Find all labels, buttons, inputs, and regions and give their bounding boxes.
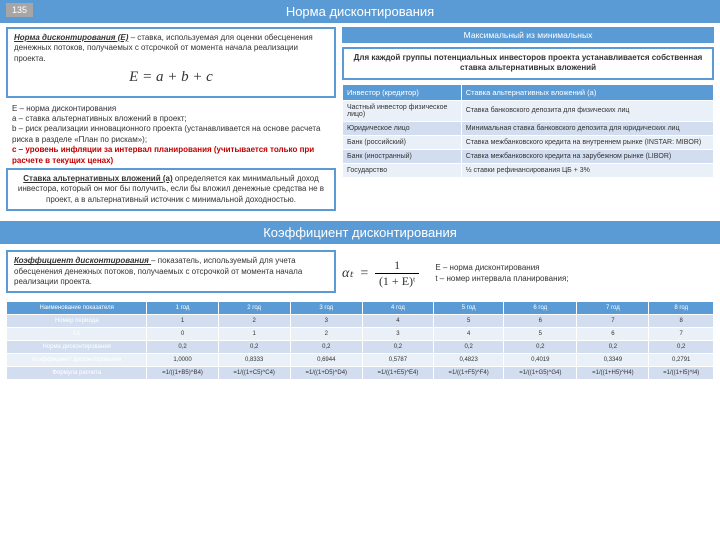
table-cell: 5 (434, 315, 504, 328)
table-header: 3 год (290, 302, 362, 315)
table-cell: 0,2 (649, 341, 714, 354)
title-1: Норма дисконтирования (286, 4, 434, 19)
table-cell: =1/((1+C5)^C4) (218, 367, 290, 380)
formula-1: E = a + b + c (14, 68, 328, 88)
coef-table: Наименование показателя1 год2 год3 год4 … (6, 301, 714, 380)
table-cell: 0,2 (577, 341, 649, 354)
band-text: Для каждой группы потенциальных инвестор… (342, 47, 714, 80)
table-cell: =1/((1+E5)^E4) (362, 367, 433, 380)
table-cell: 6 (577, 328, 649, 341)
table-cell: Юридическое лицо (343, 121, 462, 135)
table-header: 4 год (362, 302, 433, 315)
legend2-t: t – номер интервала планирования; (435, 274, 568, 284)
table-cell: 7 (577, 315, 649, 328)
table-cell: 0,8333 (218, 354, 290, 367)
table-cell: 0,2 (290, 341, 362, 354)
title-bar: 135 Норма дисконтирования (0, 0, 720, 23)
table-cell: 0,2791 (649, 354, 714, 367)
table-cell: 1 (218, 328, 290, 341)
table-cell: 0,2 (362, 341, 433, 354)
legend-b: b – риск реализации инновационного проек… (12, 124, 330, 145)
table-cell: Ставка банковского депозита для физическ… (461, 100, 713, 121)
f2-eq: = (359, 266, 368, 282)
table-header: 2 год (218, 302, 290, 315)
table-cell: Банк (иностранный) (343, 149, 462, 163)
table-header: Наименование показателя (7, 302, 147, 315)
table-cell: t-1 (7, 328, 147, 341)
definition-box-1: Норма дисконтирования (E) – ставка, испо… (6, 27, 336, 98)
alt-box: Ставка альтернативных вложений (a) опред… (6, 168, 336, 211)
legend-e: Е – норма дисконтирования (12, 104, 330, 114)
def1-lead: Норма дисконтирования (E) (14, 33, 128, 42)
table-cell: 8 (649, 315, 714, 328)
table-header: 6 год (504, 302, 577, 315)
table-cell: Ставка межбанковского кредита на зарубеж… (461, 149, 713, 163)
table-cell: 0,5787 (362, 354, 433, 367)
table-cell: 0,4823 (434, 354, 504, 367)
table-header: 8 год (649, 302, 714, 315)
table-cell: 2 (218, 315, 290, 328)
alt-lead: Ставка альтернативных вложений (a) (23, 174, 172, 183)
def2-lead: Коэффициент дисконтирования (14, 256, 151, 265)
legend-1: Е – норма дисконтирования a – ставка аль… (6, 102, 336, 168)
table-cell: 3 (290, 315, 362, 328)
table-cell: =1/((1+F5)^F4) (434, 367, 504, 380)
t1-h2: Ставка альтернативных вложений (a) (461, 84, 713, 100)
f2-den: (1 + E)ᵗ (375, 274, 419, 289)
table-cell: Номер периода (7, 315, 147, 328)
table-cell: ½ ставки рефинансирования ЦБ + 3% (461, 163, 713, 177)
table-cell: 7 (649, 328, 714, 341)
table-cell: Ставка межбанковского кредита на внутрен… (461, 135, 713, 149)
table-cell: =1/((1+H5)^H4) (577, 367, 649, 380)
table-cell: Норма дисконтирования (7, 341, 147, 354)
table-header: 7 год (577, 302, 649, 315)
table-cell: =1/((1+G5)^G4) (504, 367, 577, 380)
table-cell: 4 (434, 328, 504, 341)
legend2-e: Е – норма дисконтирования (435, 263, 568, 273)
formula-2: αₜ = 1(1 + E)ᵗ (342, 258, 419, 289)
f2-alpha: αₜ (342, 265, 353, 282)
table-cell: 2 (290, 328, 362, 341)
table-cell: =1/((1+B5)^B4) (147, 367, 218, 380)
table-cell: Формула расчета (7, 367, 147, 380)
table-cell: =1/((1+D5)^D4) (290, 367, 362, 380)
legend-a: a – ставка альтернативных вложений в про… (12, 114, 330, 124)
table-cell: 4 (362, 315, 433, 328)
table-cell: 1 (147, 315, 218, 328)
table-header: 1 год (147, 302, 218, 315)
title-2: Коэффициент дисконтирования (0, 221, 720, 244)
definition-box-2: Коэффициент дисконтирования – показатель… (6, 250, 336, 293)
slide-number: 135 (6, 3, 33, 17)
table-cell: 0,2 (218, 341, 290, 354)
table-cell: Государство (343, 163, 462, 177)
f2-num: 1 (375, 258, 419, 274)
t1-h1: Инвестор (кредитор) (343, 84, 462, 100)
table-cell: Коэффициент дисконтирования (7, 354, 147, 367)
table-cell: 0,6944 (290, 354, 362, 367)
table-cell: 0,3349 (577, 354, 649, 367)
table-cell: 0,2 (147, 341, 218, 354)
table-cell: 1,0000 (147, 354, 218, 367)
table-cell: 5 (504, 328, 577, 341)
table-cell: 0,2 (504, 341, 577, 354)
max-title: Максимальный из минимальных (342, 27, 714, 43)
table-cell: Банк (российский) (343, 135, 462, 149)
investor-table: Инвестор (кредитор) Ставка альтернативны… (342, 84, 714, 178)
legend-c: c – уровень инфляции за интервал планиро… (12, 145, 330, 166)
table-cell: Минимальная ставка банковского депозита … (461, 121, 713, 135)
table-header: 5 год (434, 302, 504, 315)
table-cell: 3 (362, 328, 433, 341)
table-cell: 0,2 (434, 341, 504, 354)
table-cell: 0 (147, 328, 218, 341)
table-cell: 6 (504, 315, 577, 328)
legend-2: Е – норма дисконтирования t – номер инте… (429, 261, 574, 286)
table-cell: 0,4019 (504, 354, 577, 367)
table-cell: =1/((1+I5)^I4) (649, 367, 714, 380)
table-cell: Частный инвестор физическое лицо) (343, 100, 462, 121)
